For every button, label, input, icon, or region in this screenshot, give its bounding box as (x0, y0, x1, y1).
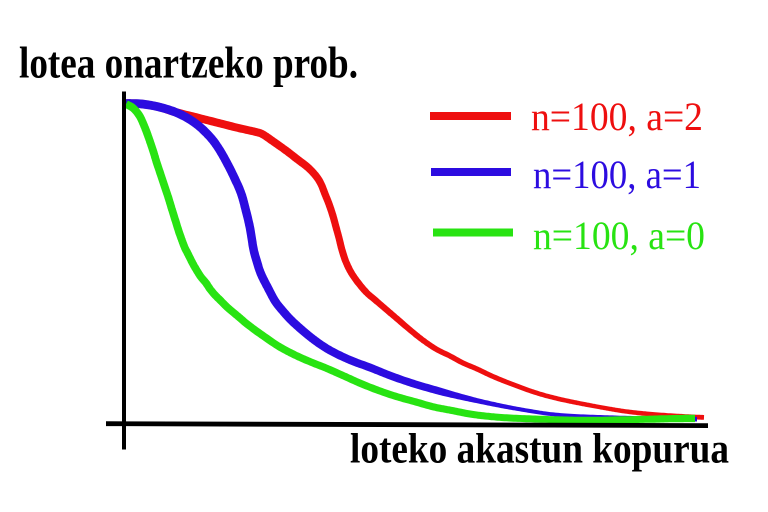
svg-text:loteko akastun kopurua: loteko akastun kopurua (350, 426, 729, 473)
svg-text:n=100, a=1: n=100, a=1 (533, 152, 701, 197)
svg-text:n=100, a=2: n=100, a=2 (531, 94, 703, 139)
svg-text:lotea onartzeko prob.: lotea onartzeko prob. (19, 39, 358, 88)
svg-text:n=100, a=0: n=100, a=0 (533, 213, 705, 258)
